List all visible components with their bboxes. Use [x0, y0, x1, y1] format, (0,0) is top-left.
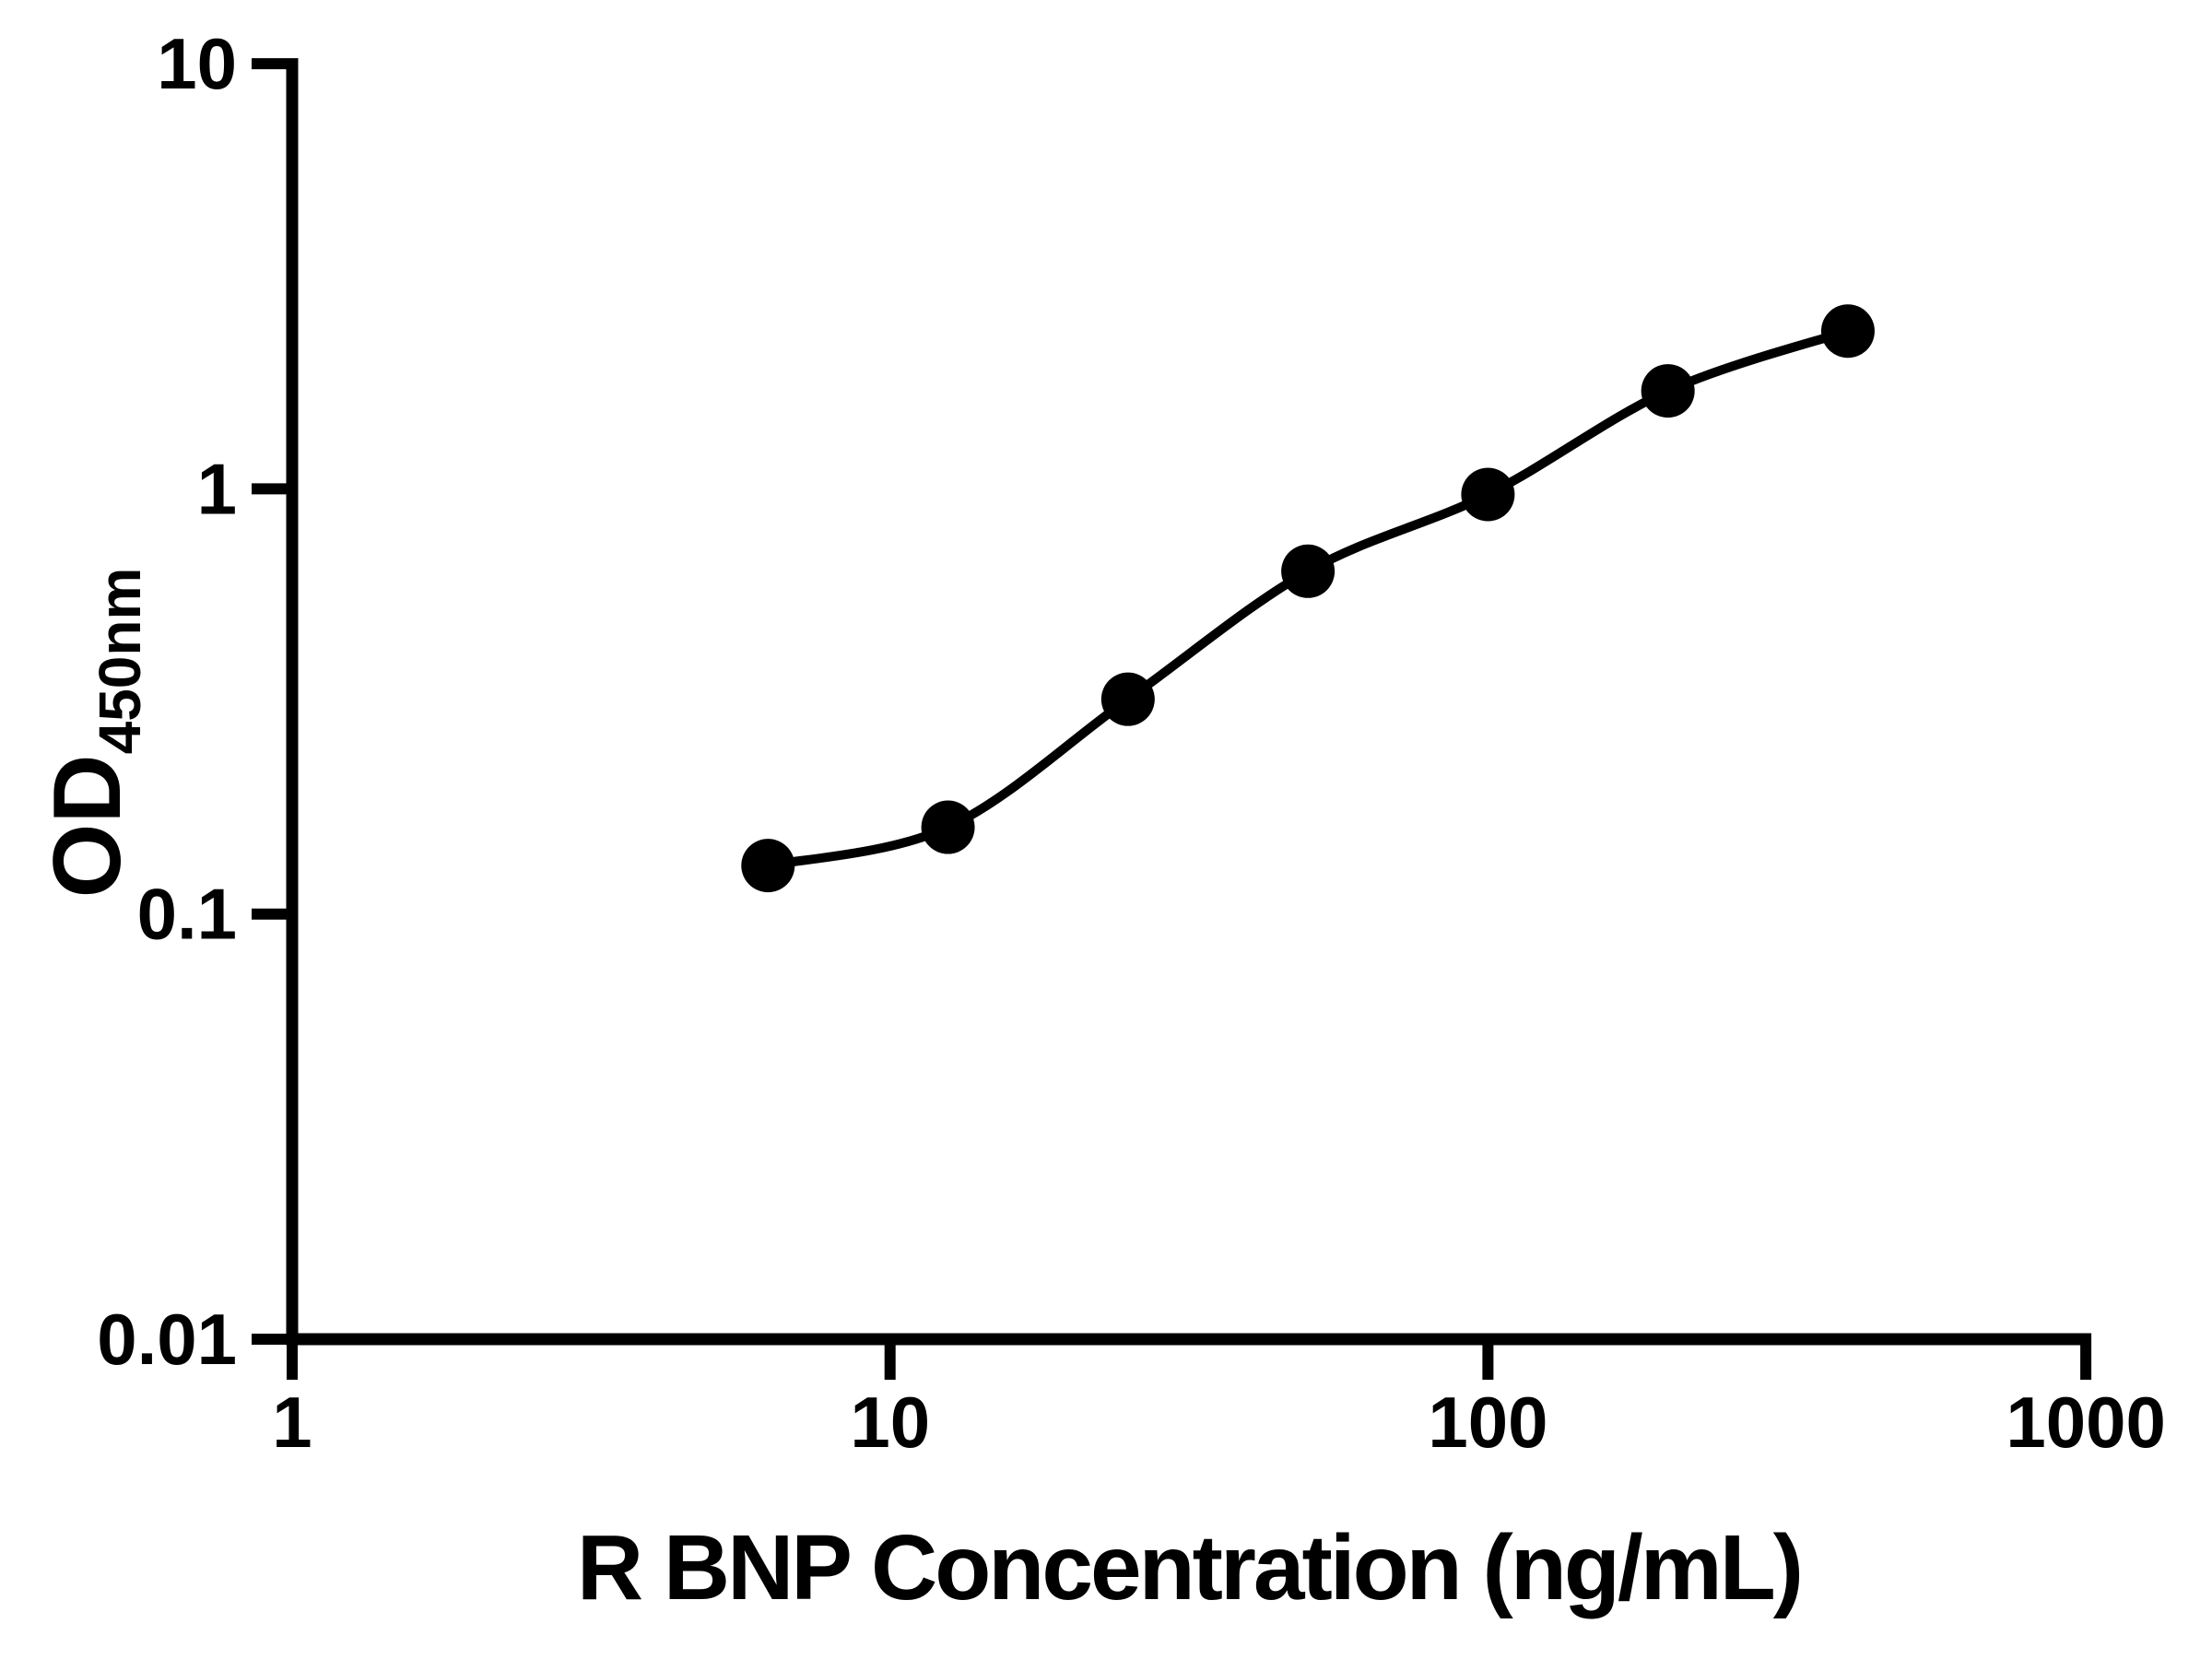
x-tick-label: 10: [850, 1382, 930, 1463]
x-axis-title: R BNP Concentration (ng/mL): [577, 1516, 1801, 1619]
fit-curve-layer: [763, 326, 1853, 871]
tick-labels-layer: 0.01 0.1 1 10 1 10 100 1000: [97, 23, 2166, 1463]
fit-curve: [763, 326, 1853, 871]
y-axis-title: OD450nm: [34, 568, 153, 899]
data-points-layer: [741, 304, 1875, 893]
axis-spines: [286, 64, 2087, 1346]
x-tick-label: 1: [272, 1382, 312, 1463]
y-tick-label: 10: [157, 23, 237, 104]
data-point: [1100, 672, 1155, 726]
y-axis-title-subscript: 450nm: [87, 568, 153, 755]
x-tick-label: 100: [1428, 1382, 1547, 1463]
y-tick-label: 0.1: [137, 874, 237, 955]
data-point: [1461, 467, 1515, 522]
axes-layer: [286, 64, 2087, 1346]
y-tick-label: 0.01: [97, 1299, 237, 1380]
data-point: [741, 839, 795, 893]
data-point: [1820, 304, 1875, 359]
x-tick-label: 1000: [2006, 1382, 2166, 1463]
data-point: [1281, 544, 1335, 598]
data-point: [921, 800, 975, 854]
y-tick-label: 1: [197, 448, 237, 529]
y-axis-title-main: OD: [34, 754, 141, 898]
data-point: [1641, 364, 1695, 418]
ticks-layer: [252, 58, 2092, 1380]
